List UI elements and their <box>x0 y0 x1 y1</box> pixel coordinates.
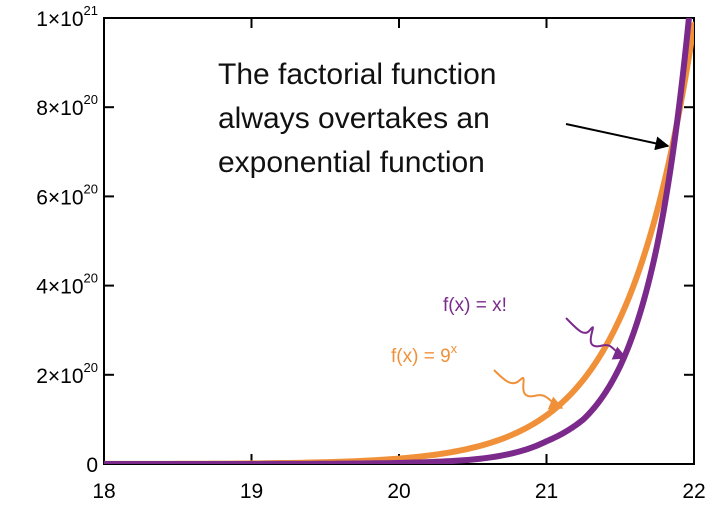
y-tick-exponent: 20 <box>84 181 98 196</box>
factorial-label-pointer <box>565 317 628 360</box>
annotation-line-3: exponential function <box>218 146 485 179</box>
y-tick-label: 8×1020 <box>36 92 98 120</box>
y-tick-mantissa: 6×10 <box>36 186 83 209</box>
exponential-label-exponent: x <box>451 341 458 356</box>
exponential-series-label: f(x) = 9x <box>391 341 458 367</box>
x-tick-label: 22 <box>682 480 705 503</box>
y-tick-exponent: 20 <box>84 360 98 375</box>
x-tick-label: 21 <box>535 480 558 503</box>
y-tick-label: 2×1020 <box>36 360 98 388</box>
y-tick-mantissa: 0 <box>86 454 98 477</box>
factorial-series-line <box>104 18 692 464</box>
exponential-label-base: f(x) = 9 <box>391 346 451 367</box>
y-tick-exponent: 20 <box>84 92 98 107</box>
y-tick-mantissa: 1×10 <box>36 8 83 31</box>
x-tick-label: 19 <box>240 480 263 503</box>
series-layer <box>104 18 694 464</box>
annotation-line-2: always overtakes an <box>218 102 490 135</box>
x-tick-label: 20 <box>387 480 410 503</box>
y-tick-label: 1×1021 <box>36 3 98 31</box>
annotation-arrow <box>565 123 670 151</box>
y-tick-mantissa: 2×10 <box>36 365 83 388</box>
y-tick-exponent: 21 <box>84 3 98 18</box>
y-tick-label: 0 <box>86 454 98 477</box>
y-tick-mantissa: 8×10 <box>36 97 83 120</box>
y-tick-exponent: 20 <box>84 271 98 286</box>
y-tick-label: 4×1020 <box>36 271 98 299</box>
exponential-label-pointer <box>493 369 564 410</box>
x-tick-label: 18 <box>92 480 115 503</box>
y-tick-label: 6×1020 <box>36 181 98 209</box>
annotation-line-1: The factorial function <box>218 58 496 91</box>
y-tick-mantissa: 4×10 <box>36 276 83 299</box>
factorial-series-label: f(x) = x! <box>443 295 507 316</box>
